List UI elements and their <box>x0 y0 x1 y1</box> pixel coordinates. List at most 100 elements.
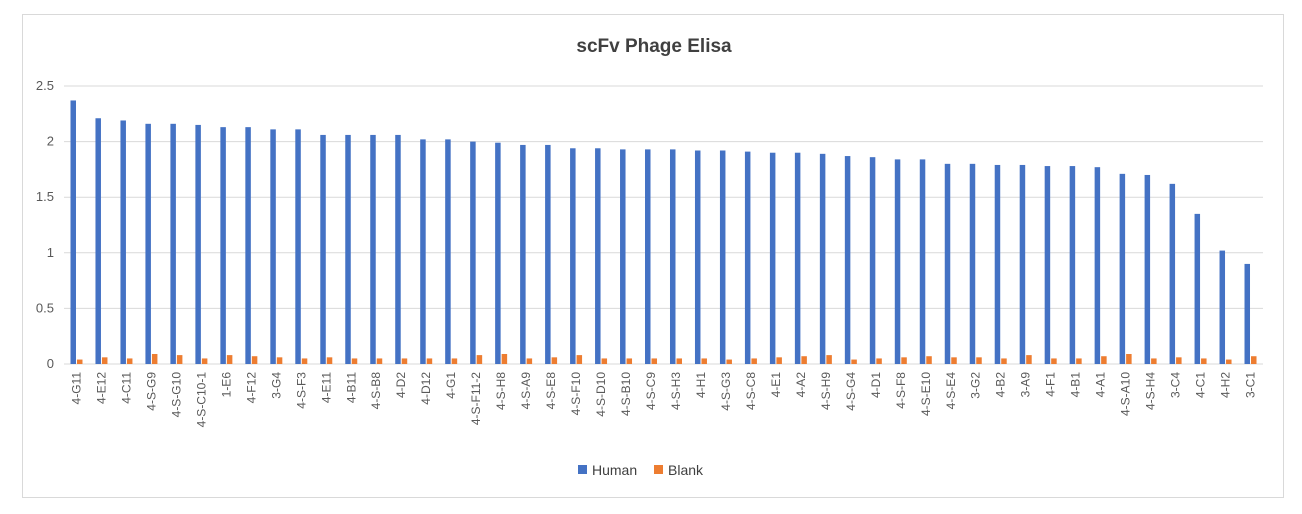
bar-human <box>669 149 676 364</box>
bar-blank <box>1151 358 1157 364</box>
bar-human <box>445 139 451 364</box>
bar-human <box>969 163 976 364</box>
bar-blank <box>1201 358 1207 364</box>
bar-human <box>120 120 126 364</box>
bar-blank <box>451 358 458 364</box>
y-tick-label: 0.5 <box>36 300 54 315</box>
bar-blank <box>1251 356 1257 364</box>
chart-title: scFv Phage Elisa <box>576 36 732 57</box>
bar-blank <box>826 355 832 364</box>
x-tick-label: 4-A2 <box>794 372 808 398</box>
bar-human <box>844 156 851 364</box>
x-tick-label: 4-D12 <box>419 372 433 405</box>
x-tick-label: 4-S-E10 <box>919 372 933 416</box>
x-tick-label: 4-S-G10 <box>169 372 183 418</box>
x-tick-label: 4-S-F10 <box>569 372 583 416</box>
x-tick-label: 3-G4 <box>269 372 283 399</box>
bar-human <box>595 148 601 364</box>
x-tick-label: 4-S-G4 <box>844 372 858 411</box>
bar-human <box>769 152 776 364</box>
x-tick-label: 4-S-C8 <box>744 372 758 410</box>
bar-human <box>1019 164 1026 364</box>
bar-human <box>370 134 376 364</box>
bar-human <box>495 142 501 364</box>
bar-human <box>1069 166 1076 364</box>
chart-frame: scFv Phage Elisa 0 0.5 1 1.5 2 2.5 4-G11 4-E12… <box>22 14 1284 498</box>
bar-human <box>944 163 951 364</box>
legend-swatch-human <box>578 465 587 474</box>
x-tick-label: 4-E1 <box>769 372 783 398</box>
x-tick-label: 4-S-F11-2 <box>469 372 483 425</box>
x-tick-label: 4-C11 <box>119 372 133 404</box>
x-tick-label: 4-E11 <box>319 372 333 403</box>
bar-human <box>420 139 426 364</box>
bar-human <box>1044 166 1051 364</box>
bar-human <box>195 124 201 364</box>
bar-blank <box>901 357 907 364</box>
bars <box>70 100 1257 365</box>
legend-label-blank: Blank <box>668 462 704 478</box>
bar-human <box>694 150 701 364</box>
legend-swatch-blank <box>654 465 663 474</box>
bar-human <box>545 144 551 364</box>
bar-blank <box>76 359 83 364</box>
bar-human <box>570 148 576 364</box>
bar-blank <box>151 353 158 364</box>
bar-blank <box>951 357 957 364</box>
x-tick-label: 4-B1 <box>1069 372 1083 398</box>
x-tick-label: 4-H2 <box>1219 372 1233 398</box>
bar-blank <box>776 357 782 364</box>
bar-human <box>1119 173 1126 364</box>
x-tick-label: 4-H1 <box>694 372 708 398</box>
y-axis-ticks: 0 0.5 1 1.5 2 2.5 <box>36 78 54 371</box>
x-tick-label: 3-G2 <box>969 372 983 399</box>
x-tick-label: 4-E12 <box>94 372 108 404</box>
x-tick-label: 4-B2 <box>994 372 1008 398</box>
bar-human <box>1169 183 1176 364</box>
x-tick-label: 4-S-F3 <box>294 372 308 409</box>
bar-human <box>869 157 876 364</box>
bar-blank <box>126 358 133 364</box>
bar-blank <box>526 358 533 364</box>
x-tick-label: 4-S-B8 <box>369 372 383 410</box>
bar-blank <box>1176 357 1182 364</box>
x-tick-label: 4-S-H9 <box>819 372 833 410</box>
bar-blank <box>801 356 807 364</box>
x-tick-label: 4-S-C10-1 <box>194 372 208 428</box>
legend-label-human: Human <box>592 462 637 478</box>
bar-blank <box>251 356 258 364</box>
bar-human <box>170 123 176 364</box>
x-tick-label: 3-A9 <box>1019 372 1033 398</box>
bar-human <box>994 164 1001 364</box>
bar-human <box>794 152 801 364</box>
bar-human <box>894 159 901 364</box>
bar-chart: scFv Phage Elisa 0 0.5 1 1.5 2 2.5 4-G11 4-E12… <box>36 36 1263 478</box>
x-tick-label: 4-D2 <box>394 372 408 398</box>
x-tick-label: 4-S-A10 <box>1119 372 1133 416</box>
bar-human <box>345 134 351 364</box>
bar-human <box>395 134 401 364</box>
bar-blank <box>401 358 408 364</box>
bar-blank <box>1226 359 1232 364</box>
bar-human <box>95 118 101 364</box>
bar-blank <box>601 358 608 364</box>
bar-blank <box>276 357 283 364</box>
bar-blank <box>1101 356 1107 364</box>
x-tick-label: 4-D1 <box>869 372 883 398</box>
bar-blank <box>326 357 333 364</box>
legend: Human Blank <box>578 462 704 478</box>
bar-blank <box>226 355 233 364</box>
bar-human <box>1094 167 1101 364</box>
y-tick-label: 1.5 <box>36 189 54 204</box>
bar-human <box>220 127 226 364</box>
bar-blank <box>576 355 583 364</box>
bar-human <box>1219 250 1226 364</box>
bar-human <box>719 150 726 364</box>
bar-human <box>1194 213 1201 364</box>
bar-blank <box>201 358 208 364</box>
bar-blank <box>426 358 433 364</box>
bar-blank <box>751 358 757 364</box>
bar-blank <box>726 359 732 364</box>
bar-human <box>470 141 476 364</box>
x-tick-label: 4-B11 <box>344 372 358 403</box>
